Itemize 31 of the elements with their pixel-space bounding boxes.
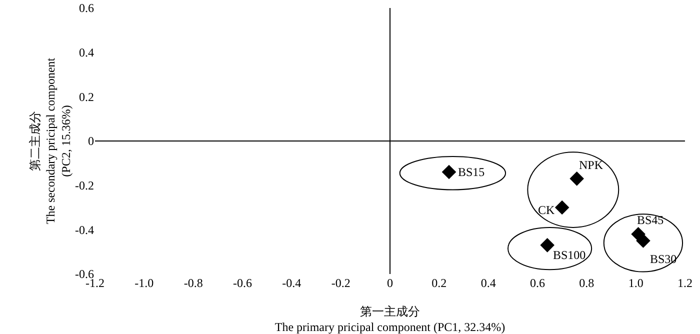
x-axis-title: 第一主成分 The primary pricipal component (PC1, 32.34%) (274, 304, 506, 334)
y-axis-title: 第二主成分 The secondary pricipal component (PC2, 15.36%) (28, 57, 73, 224)
x-tick-label: 0.8 (579, 276, 594, 290)
point (442, 164, 456, 180)
annotation: BS15 (458, 165, 485, 179)
point (554, 200, 570, 215)
point (636, 234, 650, 248)
x-tick-label: 0 (387, 276, 393, 290)
x-tick-label: -0.4 (282, 276, 302, 290)
x-tick-label: -1.0 (134, 276, 154, 290)
annotation: CK (538, 203, 556, 217)
y-tick-label: -0.2 (75, 178, 94, 193)
x-tick-label: 0.6 (530, 276, 545, 290)
annotation: NPK (579, 158, 604, 172)
x-tick-label: 0.2 (432, 276, 447, 290)
y-tick-label: 0 (88, 134, 94, 148)
x-tick-label: 1.0 (628, 276, 644, 290)
point (540, 238, 554, 252)
x-tick-label: -0.8 (184, 276, 203, 290)
x-tick-label: 0.4 (480, 276, 496, 290)
point (570, 172, 584, 186)
x-tick-label: -0.2 (331, 276, 350, 290)
y-tick-label: 0.6 (79, 1, 94, 16)
y-tick-label: 0.4 (79, 46, 94, 60)
annotation: BS30 (650, 252, 677, 266)
x-tick-label: 1.2 (678, 276, 692, 290)
y-tick-label: -0.4 (75, 222, 94, 237)
annotation: BS100 (553, 248, 586, 262)
annotation: BS45 (637, 213, 664, 227)
x-tick-label: -0.6 (233, 276, 252, 290)
y-tick-label: 0.2 (79, 90, 94, 104)
